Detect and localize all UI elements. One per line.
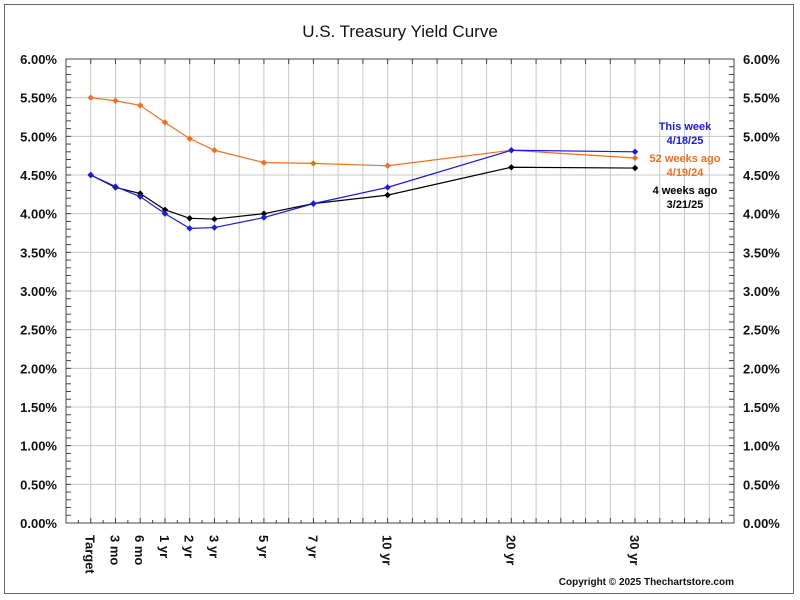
- y-tick-label-left: 5.50%: [20, 91, 57, 106]
- x-tick-label: 3 mo: [107, 535, 122, 565]
- data-point: [186, 225, 193, 232]
- data-point: [508, 164, 515, 171]
- data-point: [310, 200, 317, 207]
- data-point: [508, 147, 515, 154]
- data-point: [112, 97, 119, 104]
- data-point: [260, 210, 268, 217]
- x-tick-label: 20 yr: [503, 535, 518, 565]
- data-point: [384, 162, 391, 169]
- legend-series-name: 4 weeks ago: [653, 185, 718, 197]
- y-tick-label-right: 2.00%: [743, 361, 780, 376]
- y-tick-label-right: 1.50%: [743, 400, 780, 415]
- y-tick-label-right: 3.00%: [743, 284, 780, 299]
- x-tick-label: 7 yr: [305, 535, 320, 558]
- plot-border: [65, 58, 735, 524]
- data-point: [211, 224, 218, 231]
- data-point: [211, 147, 218, 154]
- legend-series-name: 52 weeks ago: [650, 153, 721, 165]
- y-tick-label-left: 2.50%: [20, 323, 57, 338]
- x-tick-label: 1 yr: [157, 535, 172, 558]
- data-point: [260, 214, 268, 221]
- x-tick-label: 3 yr: [206, 535, 221, 558]
- legend-series-date: 4/18/25: [667, 135, 704, 147]
- y-tick-label-left: 1.00%: [20, 439, 57, 454]
- data-point: [137, 193, 144, 200]
- y-tick-label-right: 0.00%: [743, 516, 780, 531]
- y-axis-left: 0.00% 0.50% 1.00% 1.50% 2.00% 2.50% 3.00% 3.50%…: [20, 52, 57, 531]
- data-point: [161, 210, 169, 217]
- data-point: [310, 160, 317, 167]
- y-tick-label-left: 1.50%: [20, 400, 57, 415]
- axis-ticks: [66, 58, 734, 524]
- copyright-text: Copyright © 2025 Thechartstore.com: [559, 577, 734, 588]
- data-point: [186, 135, 193, 142]
- data-point: [384, 191, 391, 199]
- y-tick-label-left: 5.00%: [20, 129, 57, 144]
- y-tick-label-right: 2.50%: [743, 323, 780, 338]
- y-tick-label-left: 3.00%: [20, 284, 57, 299]
- y-tick-label-left: 6.00%: [20, 52, 57, 67]
- data-point: [211, 215, 218, 223]
- y-tick-label-left: 0.50%: [20, 477, 57, 492]
- y-tick-label-left: 2.00%: [20, 361, 57, 376]
- legend-series-date: 3/21/25: [667, 199, 704, 211]
- x-axis: Target 3 mo 6 mo 1 yr 2 yr 3 yr 5 yr 7 yr 10 yr 2…: [83, 535, 642, 574]
- y-tick-label-right: 5.00%: [743, 129, 780, 144]
- y-axis-right: 0.00% 0.50% 1.00% 1.50% 2.00% 2.50% 3.00% 3.50%…: [743, 52, 780, 531]
- grid: [66, 59, 734, 523]
- legend: This week 4/18/25 52 weeks ago 4/19/24 4 wee…: [650, 121, 721, 211]
- y-tick-label-right: 6.00%: [743, 52, 780, 67]
- x-tick-label: 2 yr: [182, 535, 197, 558]
- data-point: [260, 159, 268, 166]
- y-tick-label-left: 0.00%: [20, 516, 57, 531]
- y-tick-label-left: 4.50%: [20, 168, 57, 183]
- data-point: [631, 164, 639, 172]
- y-tick-label-left: 4.00%: [20, 207, 57, 222]
- data-point: [161, 206, 169, 213]
- data-point: [631, 154, 639, 162]
- legend-series-date: 4/19/24: [667, 167, 705, 179]
- data-point: [87, 94, 94, 101]
- data-point: [137, 102, 144, 109]
- y-tick-label-right: 4.00%: [743, 207, 780, 222]
- y-tick-label-right: 5.50%: [743, 91, 780, 106]
- data-point: [112, 183, 119, 190]
- x-tick-label: Target: [83, 535, 98, 574]
- x-tick-label: 6 mo: [132, 535, 147, 565]
- data-point: [161, 119, 169, 126]
- series-lines: [87, 94, 639, 232]
- data-point: [87, 171, 94, 179]
- y-tick-label-right: 1.00%: [743, 439, 780, 454]
- y-tick-label-right: 4.50%: [743, 168, 780, 183]
- chart-title: U.S. Treasury Yield Curve: [302, 22, 498, 41]
- data-point: [631, 148, 639, 155]
- x-tick-label: 5 yr: [256, 535, 271, 558]
- y-tick-label-right: 3.50%: [743, 245, 780, 260]
- data-point: [384, 184, 391, 191]
- x-tick-label: 30 yr: [627, 535, 642, 565]
- y-tick-label-left: 3.50%: [20, 245, 57, 260]
- data-point: [186, 215, 193, 222]
- x-tick-label: 10 yr: [380, 535, 395, 565]
- legend-series-name: This week: [659, 121, 712, 133]
- y-tick-label-right: 0.50%: [743, 477, 780, 492]
